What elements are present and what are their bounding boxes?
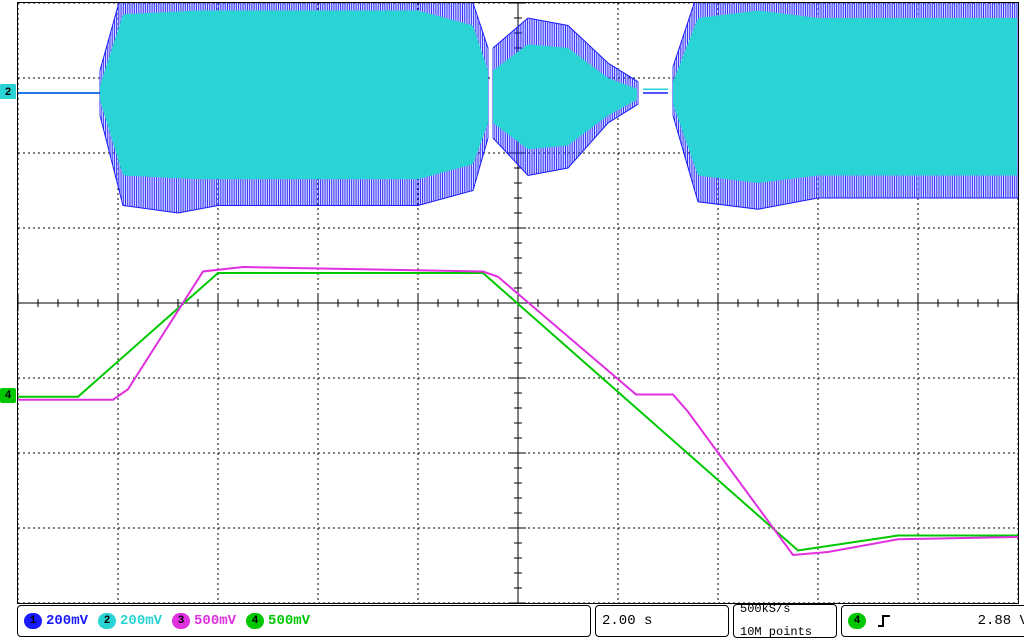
sample-rate: 500kS/s — [740, 603, 790, 616]
trigger-level: 2.88 V — [978, 613, 1024, 629]
waveform-display — [17, 2, 1019, 604]
scope-svg — [18, 3, 1018, 603]
ch4-vdiv: 500mV — [268, 613, 310, 629]
ch4-readout: 4 500mV — [246, 613, 310, 629]
trigger-readout: 4 2.88 V — [841, 605, 1024, 637]
ch2-badge: 2 — [98, 613, 116, 629]
ch3-readout: 3 500mV — [172, 613, 236, 629]
ch2-vdiv: 200mV — [120, 613, 162, 629]
ch2-readout: 2 200mV — [98, 613, 162, 629]
timebase-readout: 2.00 s — [595, 605, 729, 637]
status-bar: 1 200mV 2 200mV 3 500mV 4 500mV 2.00 s 5… — [17, 605, 1024, 637]
trigger-source-badge: 4 — [848, 613, 866, 629]
rising-edge-icon — [876, 613, 892, 629]
timebase-value: 2.00 s — [602, 613, 652, 629]
ch4-zero-marker: 4 — [0, 388, 16, 403]
ch3-badge: 3 — [172, 613, 190, 629]
ch4-badge: 4 — [246, 613, 264, 629]
ch3-vdiv: 500mV — [194, 613, 236, 629]
channel-readout-group: 1 200mV 2 200mV 3 500mV 4 500mV — [17, 605, 591, 637]
ch1-readout: 1 200mV — [24, 613, 88, 629]
acquisition-readout: 500kS/s 10M points — [733, 604, 837, 638]
ch1-vdiv: 200mV — [46, 613, 88, 629]
ch2-zero-marker: 2 — [0, 84, 16, 99]
record-length: 10M points — [740, 626, 812, 639]
ch1-badge: 1 — [24, 613, 42, 629]
